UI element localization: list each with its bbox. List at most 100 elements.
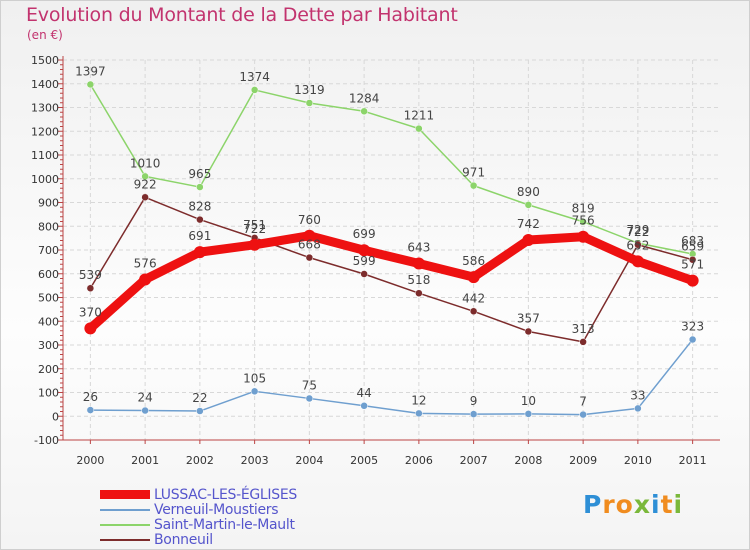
data-label: 7: [579, 395, 587, 409]
logo-letter: i: [651, 490, 661, 519]
data-point: [415, 289, 423, 297]
data-point: [139, 273, 152, 286]
data-point: [250, 86, 259, 94]
data-label: 586: [462, 254, 485, 268]
legend-item: Bonneuil: [100, 531, 297, 548]
x-tick-label: 2003: [241, 454, 269, 467]
data-label: 1374: [239, 70, 270, 84]
y-tick-labels: -100 0 100 200 300 400 500 600 700 800 900 1000 1100…: [31, 54, 59, 447]
data-label: 571: [681, 258, 704, 272]
y-tick-label: 300: [38, 339, 59, 352]
data-label: 828: [188, 200, 211, 214]
y-tick-label: 1300: [31, 102, 59, 115]
data-point: [250, 387, 259, 396]
logo-letter: t: [660, 490, 674, 519]
data-point: [634, 404, 642, 413]
data-label: 890: [517, 185, 540, 199]
data-point: [469, 410, 478, 418]
data-label: 75: [302, 378, 317, 392]
data-label: 370: [79, 305, 102, 319]
data-point: [305, 99, 314, 107]
data-label: 729: [626, 223, 649, 237]
data-point: [469, 181, 478, 190]
data-point: [193, 246, 206, 259]
legend-label: Bonneuil: [154, 531, 213, 548]
data-label: 1397: [75, 64, 106, 78]
data-point: [579, 217, 587, 226]
data-point: [631, 255, 644, 268]
logo-letter: P: [583, 490, 603, 519]
data-point: [248, 238, 261, 251]
data-label: 756: [572, 214, 595, 228]
legend-label: Verneuil-Moustiers: [154, 501, 279, 518]
y-tick-label: 200: [38, 363, 59, 376]
data-point: [415, 124, 423, 133]
data-label: 691: [188, 229, 211, 243]
data-point: [84, 322, 97, 335]
legend-swatch: [100, 538, 150, 541]
y-tick-label: 1500: [31, 54, 59, 67]
data-label: 539: [79, 268, 102, 282]
legend-swatch: [100, 490, 150, 499]
legend: LUSSAC-LES-ÉGLISES Verneuil-Moustiers Sain…: [100, 487, 297, 548]
data-label: 1211: [404, 109, 435, 123]
legend-swatch: [100, 508, 150, 511]
data-label: 576: [134, 256, 157, 270]
x-tick-label: 2004: [295, 454, 323, 467]
x-tick-label: 2006: [405, 454, 433, 467]
data-point: [634, 241, 642, 249]
data-label: 22: [192, 391, 207, 405]
data-label: 323: [681, 320, 704, 334]
data-point: [412, 257, 425, 270]
data-label: 659: [681, 240, 704, 254]
data-label: 668: [298, 238, 321, 252]
x-tick-label: 2001: [131, 454, 159, 467]
data-point: [522, 234, 535, 247]
series-line: [89, 84, 693, 255]
data-label: 722: [626, 225, 649, 239]
data-label: 751: [243, 218, 266, 232]
data-label: 760: [298, 213, 321, 227]
logo-letter: i: [673, 490, 684, 519]
y-tick-label: 100: [38, 387, 59, 400]
y-tick-label: 900: [38, 197, 59, 210]
data-label: 1319: [294, 83, 325, 97]
series-0: [84, 229, 699, 335]
data-point: [196, 407, 204, 415]
legend-item: LUSSAC-LES-ÉGLISES: [100, 487, 297, 503]
data-point: [579, 338, 587, 346]
y-tick-label: 800: [38, 220, 59, 233]
y-tick-label: 400: [38, 315, 59, 328]
x-tick-label: 2011: [679, 454, 707, 467]
data-label: 722: [243, 222, 266, 236]
data-point: [415, 409, 423, 418]
data-point: [303, 229, 316, 242]
y-tick-label: 700: [38, 244, 59, 257]
data-point: [86, 80, 95, 89]
data-point: [86, 284, 95, 292]
proxiti-logo: Proxiti: [583, 490, 683, 519]
x-tick-label: 2000: [76, 454, 104, 467]
y-tick-label: 500: [38, 292, 59, 305]
data-point: [467, 271, 480, 284]
y-tick-label: 600: [38, 268, 59, 281]
data-label: 357: [517, 311, 540, 325]
data-point: [360, 270, 368, 278]
y-tick-label: 1100: [31, 149, 59, 162]
data-point: [524, 327, 533, 336]
legend-swatch: [100, 523, 150, 526]
data-label: 599: [353, 254, 376, 268]
data-label: 652: [626, 238, 649, 252]
y-tick-label: -100: [34, 434, 59, 447]
series-group: [84, 80, 699, 419]
data-point: [524, 410, 533, 418]
series-1: [86, 335, 697, 419]
x-tick-label: 2005: [350, 454, 378, 467]
chart-unit: (en €): [27, 28, 63, 42]
x-tick-labels: 2000 2001 2002 2003 2004 2005 2006 2007 2008 2009…: [76, 454, 706, 467]
logo-letter: x: [633, 490, 651, 519]
series-line: [87, 231, 695, 332]
